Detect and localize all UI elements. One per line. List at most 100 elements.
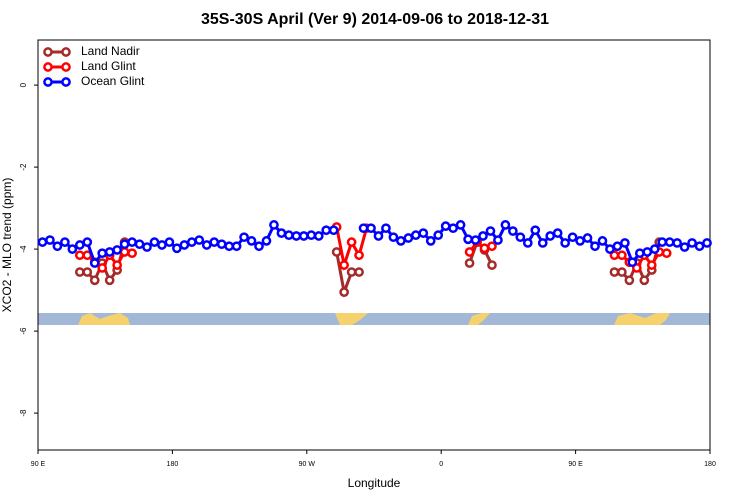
data-point: [646, 260, 657, 270]
data-point: [209, 237, 220, 247]
data-point: [224, 241, 234, 252]
data-point: [433, 230, 444, 241]
land-strip: [78, 313, 130, 325]
legend-marker: [61, 62, 71, 72]
data-point: [231, 241, 242, 252]
data-point: [82, 237, 93, 247]
data-point: [172, 243, 182, 254]
data-point: [560, 238, 570, 248]
data-point: [448, 223, 458, 234]
x-tick-label: 90 W: [299, 461, 316, 468]
data-point: [530, 225, 541, 236]
data-point: [321, 225, 332, 236]
data-point: [186, 237, 197, 247]
data-point: [313, 231, 324, 241]
data-point: [373, 231, 384, 241]
data-point: [418, 228, 429, 238]
data-point: [194, 235, 205, 245]
data-point: [216, 239, 227, 250]
data-point: [201, 240, 212, 250]
data-point: [639, 275, 650, 286]
data-point: [597, 236, 608, 246]
data-point: [567, 232, 578, 243]
data-point: [239, 232, 249, 243]
data-point: [487, 241, 497, 252]
data-point: [284, 230, 294, 241]
data-point: [617, 250, 627, 261]
data-point: [702, 238, 712, 248]
y-tick-label: -6: [19, 327, 28, 335]
data-point: [142, 242, 152, 252]
y-tick-label: 0: [19, 82, 28, 87]
y-tick-label: -8: [19, 409, 28, 417]
data-point: [642, 247, 653, 257]
data-point: [97, 248, 108, 259]
data-point: [410, 230, 421, 241]
data-point: [493, 235, 503, 245]
data-point: [478, 231, 488, 241]
x-tick-label: 90 E: [568, 461, 583, 468]
data-point: [575, 236, 585, 246]
data-point: [440, 221, 451, 231]
data-point: [246, 236, 257, 246]
data-point: [381, 223, 391, 234]
data-point: [649, 244, 660, 254]
legend-label: Land Glint: [81, 59, 136, 73]
legend-marker: [43, 47, 53, 57]
data-point: [164, 237, 175, 247]
data-point: [463, 234, 473, 245]
series: [37, 220, 712, 268]
data-point: [455, 220, 466, 230]
data-point: [134, 239, 145, 250]
ocean-strip: [38, 313, 710, 325]
data-point: [339, 260, 349, 270]
data-point: [657, 237, 668, 247]
data-point: [346, 267, 357, 277]
data-point: [366, 223, 376, 234]
data-point: [261, 236, 272, 246]
x-tick-label: 90 E: [31, 461, 46, 468]
data-point: [425, 236, 436, 246]
data-point: [358, 223, 369, 234]
y-axis-label: XCO2 - MLO trend (ppm): [0, 178, 14, 313]
data-point: [624, 275, 635, 286]
data-point: [328, 225, 339, 236]
data-point: [339, 287, 349, 297]
data-point: [537, 238, 548, 248]
data-point: [254, 241, 264, 252]
data-point: [515, 232, 526, 243]
data-point: [346, 237, 357, 247]
data-point: [500, 220, 511, 230]
data-point: [67, 244, 78, 254]
land-strip: [335, 313, 368, 325]
data-point: [470, 235, 481, 245]
data-point: [52, 241, 63, 252]
data-point: [37, 237, 48, 247]
x-tick-label: 180: [704, 461, 716, 468]
data-point: [179, 240, 190, 250]
legend-marker: [43, 62, 53, 72]
legend-label: Ocean Glint: [81, 74, 145, 88]
data-point: [508, 226, 518, 236]
chart-title: 35S-30S April (Ver 9) 2014-09-06 to 2018…: [201, 11, 549, 28]
data-point: [620, 238, 630, 248]
data-point: [82, 267, 93, 277]
data-point: [479, 243, 490, 254]
data-point: [679, 242, 690, 252]
data-point: [464, 258, 475, 268]
data-point: [605, 244, 615, 254]
data-point: [634, 248, 645, 259]
data-point: [74, 250, 85, 261]
y-tick-label: -4: [19, 245, 28, 253]
legend-marker: [61, 47, 71, 57]
data-point: [661, 248, 672, 259]
data-point: [74, 240, 85, 250]
data-point: [112, 260, 122, 270]
data-point: [545, 231, 556, 241]
data-point: [582, 233, 593, 243]
legend-label: Land Nadir: [81, 44, 140, 58]
legend-marker: [61, 77, 71, 87]
data-point: [627, 257, 638, 268]
data-point: [354, 267, 364, 277]
